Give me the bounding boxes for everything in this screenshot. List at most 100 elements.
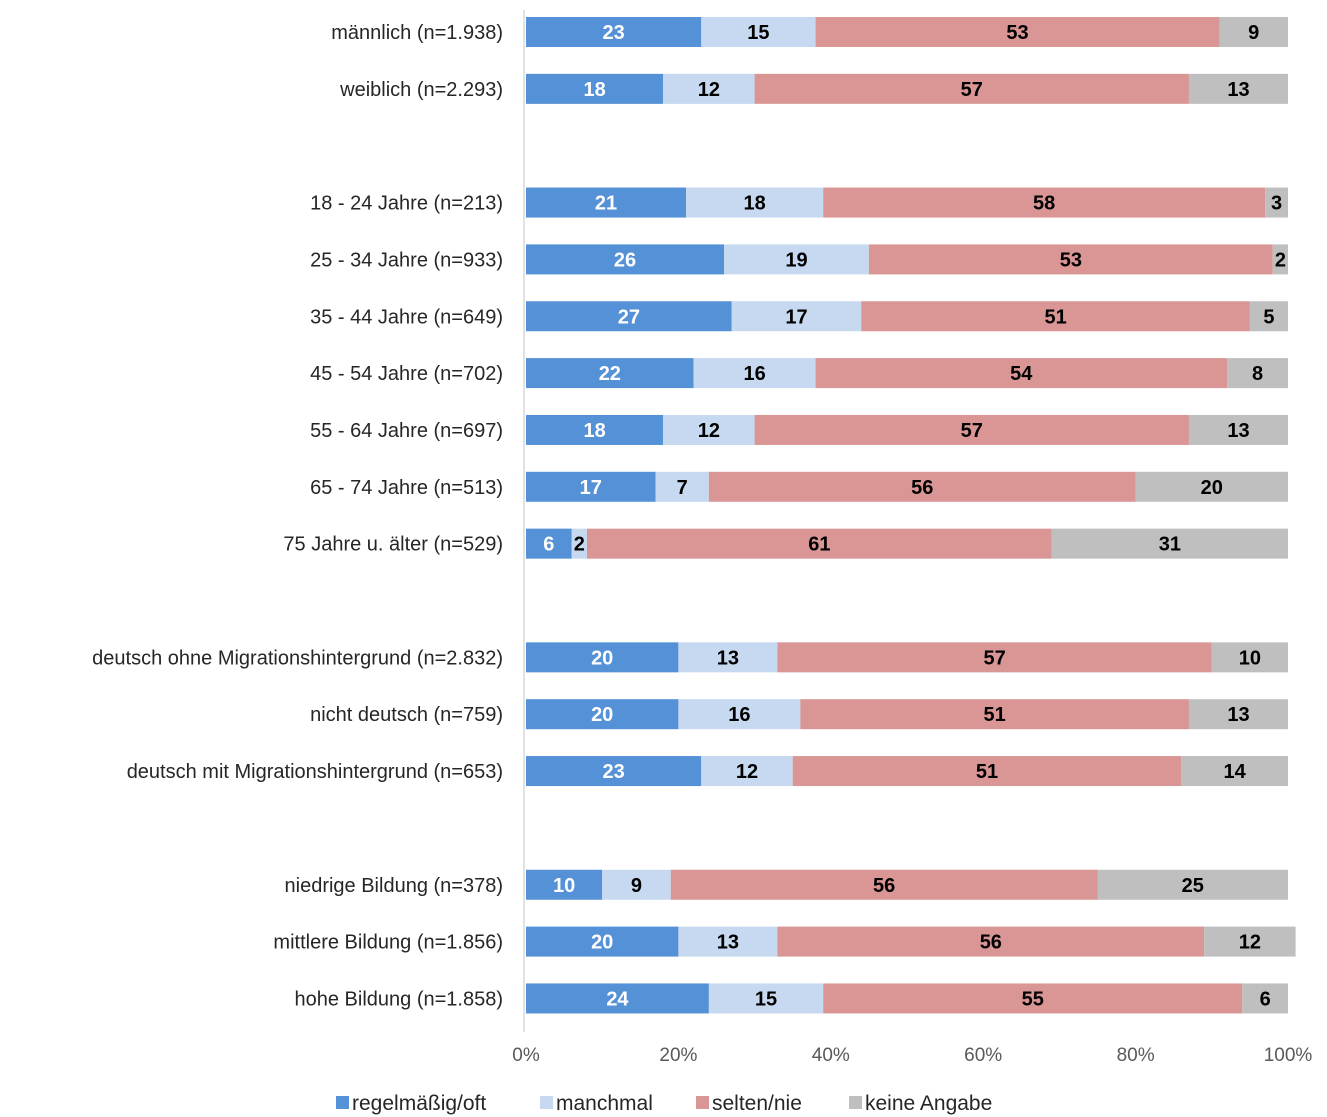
data-label: 15: [755, 988, 777, 1010]
data-label: 26: [614, 249, 636, 271]
data-label: 20: [1201, 477, 1223, 499]
data-label: 2: [1275, 249, 1286, 271]
x-axis-ticks: 0% 20% 40% 60% 80% 100%: [512, 1045, 1312, 1066]
bar-segment: [526, 244, 725, 275]
bar-segment: [686, 187, 824, 218]
bar-segment: [526, 756, 702, 787]
bar-segment: [823, 187, 1266, 218]
bar-segment: [1249, 301, 1288, 332]
data-label: 18: [743, 193, 765, 215]
data-label: 23: [603, 22, 625, 44]
bar-segment: [526, 17, 702, 47]
legend-swatch: [849, 1096, 862, 1109]
bar-segment: [526, 642, 679, 673]
data-label: 23: [603, 761, 625, 783]
bar-segment: [731, 301, 862, 332]
data-label: 61: [808, 534, 830, 556]
bar-segment: [526, 869, 603, 900]
legend: regelmäßig/oft manchmal selten/nie keine An…: [336, 1092, 992, 1115]
bar-segment: [526, 528, 572, 559]
x-tick-label: 80%: [1117, 1045, 1155, 1066]
data-label: 24: [606, 988, 629, 1010]
data-label: 16: [743, 363, 765, 385]
data-label: 13: [717, 647, 739, 669]
legend-swatch: [336, 1096, 349, 1109]
data-label: 56: [911, 477, 933, 499]
bar-segment: [815, 358, 1228, 389]
bar-segment: [1242, 983, 1288, 1014]
data-label: 16: [728, 704, 750, 726]
x-tick-label: 60%: [964, 1045, 1002, 1066]
data-label: 20: [591, 704, 613, 726]
data-label: 10: [553, 875, 575, 897]
category-label: 18 - 24 Jahre (n=213): [310, 193, 503, 215]
bar-segment: [526, 471, 656, 502]
bar-segment: [792, 756, 1182, 787]
data-label: 51: [984, 704, 1006, 726]
bar-segment: [868, 244, 1273, 275]
data-label: 58: [1033, 193, 1055, 215]
category-label: hohe Bildung (n=1.858): [295, 988, 504, 1010]
category-label: 45 - 54 Jahre (n=702): [310, 363, 503, 385]
data-label: 55: [1022, 988, 1044, 1010]
data-label: 53: [1060, 249, 1082, 271]
data-label: 2: [574, 534, 585, 556]
data-label: 54: [1010, 363, 1033, 385]
legend-label: regelmäßig/oft: [352, 1092, 486, 1115]
bar-segment: [777, 926, 1205, 957]
category-label: mittlere Bildung (n=1.856): [273, 932, 503, 954]
bar-segment: [526, 699, 679, 730]
data-label: 9: [631, 875, 642, 897]
bar-segment: [800, 699, 1189, 730]
category-label: weiblich (n=2.293): [339, 79, 503, 101]
category-labels: männlich (n=1.938) weiblich (n=2.293) 18 -…: [92, 22, 503, 1010]
data-label: 53: [1006, 22, 1028, 44]
data-label: 20: [591, 932, 613, 954]
bar-segment: [571, 528, 587, 559]
category-label: 25 - 34 Jahre (n=933): [310, 249, 503, 271]
bar-segment: [1219, 17, 1288, 47]
x-tick-label: 20%: [659, 1045, 697, 1066]
bar-segment: [670, 869, 1098, 900]
legend-label: selten/nie: [712, 1092, 802, 1115]
data-label: 12: [698, 420, 720, 442]
bar-segment: [701, 756, 793, 787]
bar-segment: [526, 187, 687, 218]
data-label: 6: [1260, 988, 1271, 1010]
category-label: 65 - 74 Jahre (n=513): [310, 477, 503, 499]
bar-segment: [1135, 471, 1288, 502]
bar-segment: [1227, 358, 1288, 389]
bar-segment: [861, 301, 1250, 332]
bar-segment: [815, 17, 1220, 47]
bar-segment: [1265, 187, 1288, 218]
data-label: 14: [1224, 761, 1247, 783]
data-label: 18: [583, 79, 605, 101]
data-label: 22: [599, 363, 621, 385]
bar-segment: [602, 869, 671, 900]
bar-segment: [701, 17, 816, 47]
data-label: 15: [747, 22, 769, 44]
bar-segment: [1181, 756, 1288, 787]
data-label: 31: [1159, 534, 1181, 556]
bar-segment: [1188, 699, 1288, 730]
data-label: 13: [1227, 420, 1249, 442]
bar-segment: [526, 414, 664, 445]
bar-segment: [663, 414, 755, 445]
legend-label: manchmal: [556, 1092, 653, 1115]
bar-segment: [1211, 642, 1288, 673]
data-label: 51: [976, 761, 998, 783]
bar-segment: [693, 358, 816, 389]
data-label: 12: [1239, 932, 1261, 954]
data-label: 17: [580, 477, 602, 499]
bar-segment: [526, 301, 732, 332]
bar-segment: [754, 73, 1189, 104]
bar-segment: [708, 471, 1136, 502]
category-label: deutsch ohne Migrationshintergrund (n=2.…: [92, 647, 503, 669]
data-label: 5: [1263, 306, 1274, 328]
data-label: 17: [785, 306, 807, 328]
bar-segment: [663, 73, 755, 104]
bar-segment: [586, 528, 1052, 559]
data-label: 13: [1227, 704, 1249, 726]
data-label: 56: [980, 932, 1002, 954]
